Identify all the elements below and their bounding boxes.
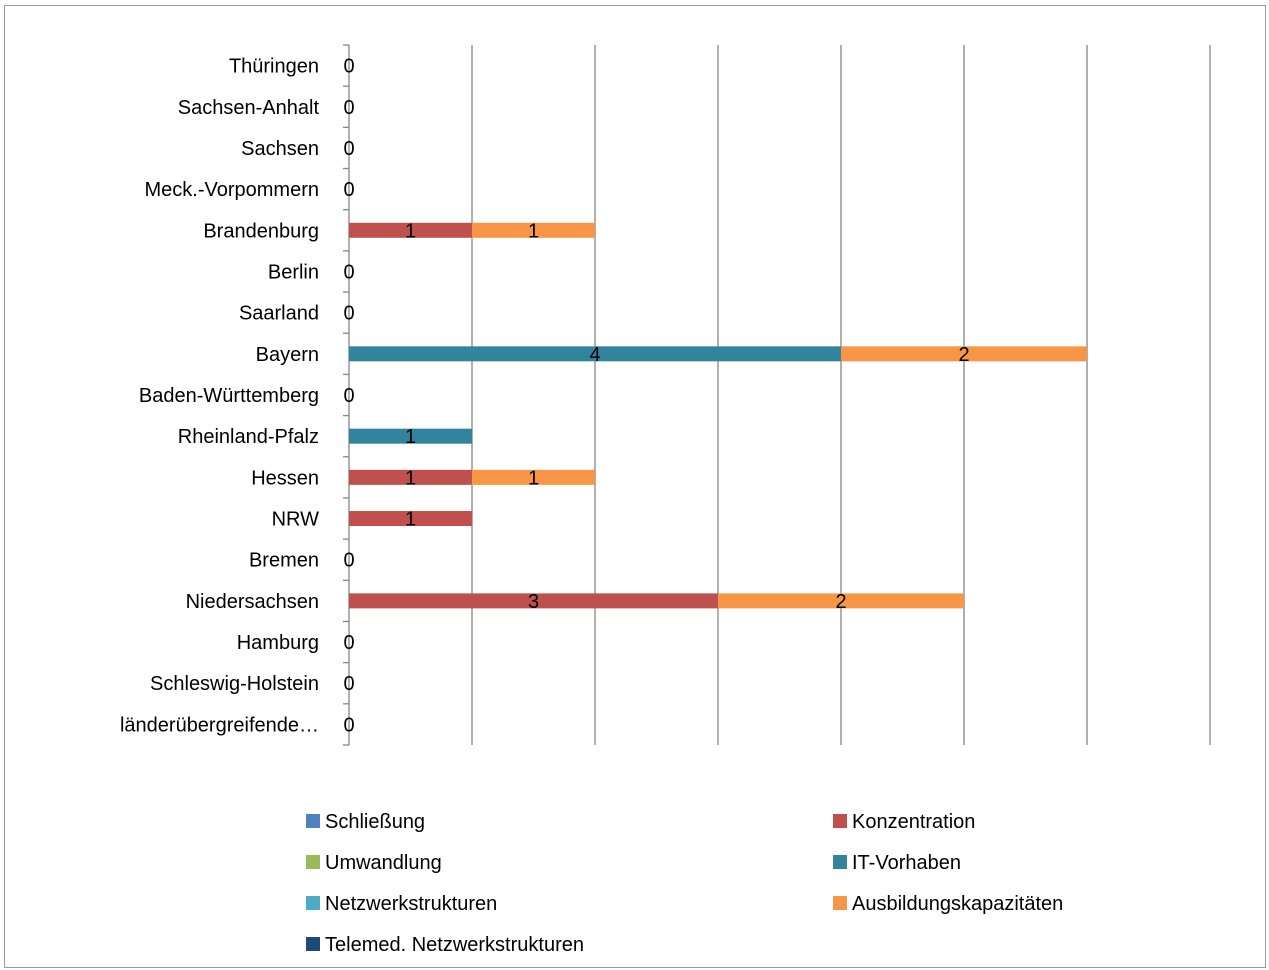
data-label: 0 xyxy=(343,385,354,407)
data-label: 1 xyxy=(405,467,416,489)
category-label: Schleswig-Holstein xyxy=(150,673,319,695)
legend-marker xyxy=(833,855,847,869)
legend-marker xyxy=(833,814,847,828)
data-label: 1 xyxy=(405,426,416,448)
data-label: 2 xyxy=(835,591,846,613)
bar-segment xyxy=(472,222,595,238)
category-label: Rheinland-Pfalz xyxy=(178,426,319,448)
category-label: Saarland xyxy=(239,303,319,325)
legend-label: Netzwerkstrukturen xyxy=(325,893,497,915)
data-label: 1 xyxy=(528,220,539,242)
legend-label: Telemed. Netzwerkstrukturen xyxy=(325,934,584,956)
bar-segment xyxy=(349,222,472,238)
legend-marker xyxy=(306,855,320,869)
data-label: 0 xyxy=(343,56,354,78)
category-label: Thüringen xyxy=(229,56,319,78)
data-label: 2 xyxy=(958,344,969,366)
data-label: 4 xyxy=(589,344,600,366)
data-label: 1 xyxy=(405,220,416,242)
category-label: Sachsen-Anhalt xyxy=(178,97,320,119)
data-label: 0 xyxy=(343,714,354,736)
data-label: 1 xyxy=(405,509,416,531)
legend-marker xyxy=(306,814,320,828)
data-label: 0 xyxy=(343,138,354,160)
legend-label: Ausbildungskapazitäten xyxy=(852,893,1063,915)
bar-segment xyxy=(718,593,964,609)
category-label: Baden-Württemberg xyxy=(139,385,319,407)
category-label: Bayern xyxy=(256,344,319,366)
category-label: Hessen xyxy=(251,467,319,489)
category-label: Hamburg xyxy=(237,632,319,654)
bar-segment xyxy=(349,593,718,609)
legend-label: Schließung xyxy=(325,811,425,833)
legend-marker xyxy=(306,937,320,951)
bar-segment xyxy=(841,346,1087,362)
category-label: NRW xyxy=(272,509,320,531)
category-label: Sachsen xyxy=(241,138,319,160)
bar-segment xyxy=(472,469,595,485)
bar-segment xyxy=(349,511,472,527)
data-label: 0 xyxy=(343,179,354,201)
legend-label: Konzentration xyxy=(852,811,975,833)
category-label: länderübergreifende… xyxy=(120,714,319,736)
data-label: 1 xyxy=(528,467,539,489)
bar-segment xyxy=(349,428,472,444)
category-label: Berlin xyxy=(268,261,319,283)
data-label: 0 xyxy=(343,673,354,695)
category-label: Brandenburg xyxy=(203,220,319,242)
legend-label: IT-Vorhaben xyxy=(852,852,961,874)
legend-marker xyxy=(833,896,847,910)
category-label: Niedersachsen xyxy=(186,591,319,613)
data-label: 0 xyxy=(343,632,354,654)
legend-label: Umwandlung xyxy=(325,852,442,874)
legend-marker xyxy=(306,896,320,910)
data-label: 0 xyxy=(343,303,354,325)
chart-frame xyxy=(4,5,1266,968)
data-label: 0 xyxy=(343,97,354,119)
data-label: 0 xyxy=(343,261,354,283)
bar-segment xyxy=(349,469,472,485)
category-label: Bremen xyxy=(249,550,319,572)
data-label: 3 xyxy=(528,591,539,613)
bar-segment xyxy=(349,346,841,362)
category-label: Meck.-Vorpommern xyxy=(145,179,320,201)
data-label: 0 xyxy=(343,550,354,572)
